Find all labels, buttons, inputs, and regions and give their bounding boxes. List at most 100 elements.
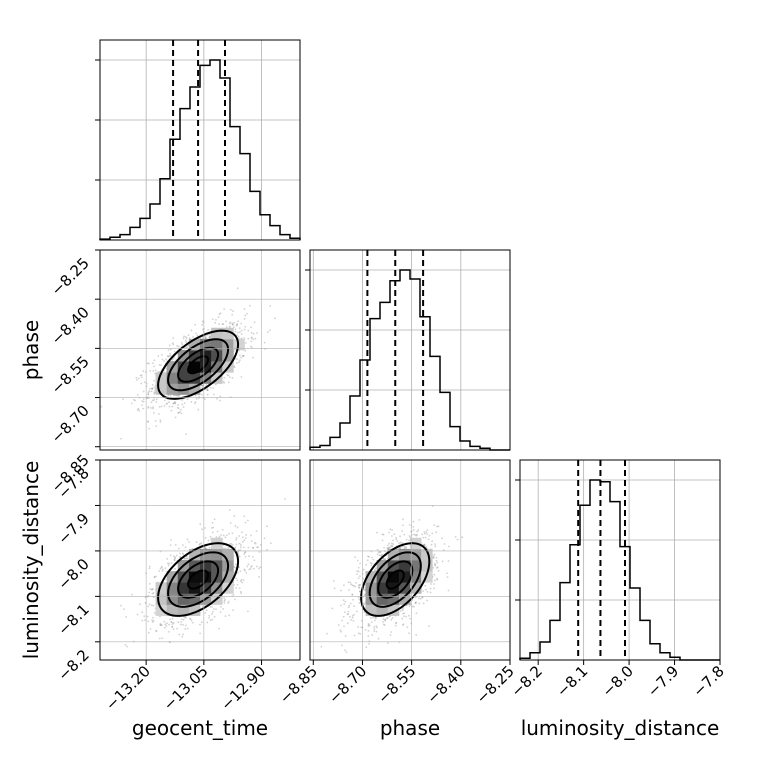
scatter-point-phase-vs-luminosity_distance bbox=[351, 593, 354, 596]
scatter-point-phase-vs-luminosity_distance bbox=[388, 546, 391, 549]
scatter-point-phase-vs-luminosity_distance bbox=[375, 630, 378, 633]
scatter-point-phase-vs-luminosity_distance bbox=[344, 600, 347, 603]
scatter-point-geocent_time-vs-luminosity_distance bbox=[159, 567, 162, 570]
scatter-point-phase-vs-luminosity_distance bbox=[357, 577, 360, 580]
scatter-point-phase-vs-luminosity_distance bbox=[390, 542, 393, 545]
scatter-point-phase-vs-luminosity_distance bbox=[357, 570, 360, 573]
scatter-point-phase-vs-luminosity_distance bbox=[320, 645, 323, 648]
xtick-label-phase-0: −8.85 bbox=[276, 662, 321, 707]
scatter-point-geocent_time-vs-luminosity_distance bbox=[166, 562, 169, 565]
scatter-point-geocent_time-vs-phase bbox=[139, 374, 142, 377]
scatter-point-phase-vs-luminosity_distance bbox=[359, 590, 361, 593]
scatter-point-geocent_time-vs-luminosity_distance bbox=[228, 533, 230, 535]
scatter-point-phase-vs-luminosity_distance bbox=[402, 612, 404, 615]
scatter-point-geocent_time-vs-phase bbox=[147, 393, 150, 396]
scatter-point-geocent_time-vs-phase bbox=[166, 354, 169, 357]
scatter-point-phase-vs-luminosity_distance bbox=[447, 560, 450, 562]
scatter-point-phase-vs-luminosity_distance bbox=[408, 605, 411, 607]
scatter-point-geocent_time-vs-luminosity_distance bbox=[209, 535, 212, 538]
scatter-point-phase-vs-luminosity_distance bbox=[370, 621, 373, 624]
scatter-point-phase-vs-luminosity_distance bbox=[339, 629, 342, 632]
scatter-point-geocent_time-vs-luminosity_distance bbox=[225, 534, 228, 537]
scatter-point-geocent_time-vs-phase bbox=[180, 412, 183, 415]
scatter-point-geocent_time-vs-luminosity_distance bbox=[153, 576, 156, 579]
scatter-point-geocent_time-vs-luminosity_distance bbox=[184, 557, 187, 560]
scatter-point-phase-vs-luminosity_distance bbox=[437, 525, 440, 528]
scatter-point-geocent_time-vs-phase bbox=[163, 360, 165, 362]
scatter-point-geocent_time-vs-phase bbox=[165, 403, 168, 405]
scatter-point-geocent_time-vs-luminosity_distance bbox=[209, 606, 212, 608]
scatter-point-geocent_time-vs-phase bbox=[256, 332, 258, 334]
scatter-point-geocent_time-vs-phase bbox=[169, 354, 172, 357]
scatter-point-geocent_time-vs-luminosity_distance bbox=[250, 564, 253, 567]
scatter-point-phase-vs-luminosity_distance bbox=[367, 629, 370, 632]
scatter-point-phase-vs-luminosity_distance bbox=[348, 604, 351, 607]
scatter-point-geocent_time-vs-luminosity_distance bbox=[243, 515, 246, 518]
scatter-point-phase-vs-luminosity_distance bbox=[403, 545, 406, 548]
scatter-point-geocent_time-vs-luminosity_distance bbox=[191, 621, 194, 624]
scatter-point-geocent_time-vs-phase bbox=[120, 437, 122, 440]
scatter-point-geocent_time-vs-phase bbox=[229, 321, 232, 324]
scatter-point-phase-vs-luminosity_distance bbox=[382, 557, 385, 560]
scatter-point-geocent_time-vs-luminosity_distance bbox=[204, 537, 207, 539]
scatter-point-geocent_time-vs-luminosity_distance bbox=[259, 566, 262, 569]
scatter-point-geocent_time-vs-luminosity_distance bbox=[254, 542, 257, 545]
scatter-point-phase-vs-luminosity_distance bbox=[358, 575, 361, 578]
panel-frame-geocent_time-vs-phase bbox=[99, 249, 301, 451]
scatter-point-phase-vs-luminosity_distance bbox=[342, 615, 345, 618]
scatter-point-phase-vs-luminosity_distance bbox=[437, 569, 440, 572]
scatter-point-phase-vs-luminosity_distance bbox=[436, 566, 439, 569]
scatter-point-geocent_time-vs-luminosity_distance bbox=[161, 568, 164, 571]
scatter-point-geocent_time-vs-luminosity_distance bbox=[208, 617, 211, 619]
scatter-point-geocent_time-vs-phase bbox=[250, 331, 253, 334]
scatter-point-geocent_time-vs-phase bbox=[148, 362, 150, 365]
scatter-point-geocent_time-vs-phase bbox=[201, 384, 204, 387]
scatter-point-geocent_time-vs-phase bbox=[243, 328, 246, 331]
scatter-point-geocent_time-vs-phase bbox=[209, 336, 211, 339]
scatter-point-geocent_time-vs-luminosity_distance bbox=[160, 566, 163, 569]
scatter-point-geocent_time-vs-luminosity_distance bbox=[253, 541, 256, 544]
scatter-point-geocent_time-vs-luminosity_distance bbox=[255, 530, 258, 533]
scatter-point-geocent_time-vs-phase bbox=[219, 399, 221, 402]
density-cell-phase-vs-luminosity_distance bbox=[398, 593, 411, 605]
scatter-point-geocent_time-vs-phase bbox=[161, 353, 163, 356]
scatter-point-phase-vs-luminosity_distance bbox=[394, 624, 397, 627]
scatter-point-phase-vs-luminosity_distance bbox=[349, 602, 352, 605]
scatter-point-geocent_time-vs-luminosity_distance bbox=[224, 536, 227, 539]
density-cell-geocent_time-vs-luminosity_distance bbox=[155, 593, 168, 605]
scatter-point-phase-vs-luminosity_distance bbox=[384, 558, 386, 561]
scatter-point-geocent_time-vs-phase bbox=[147, 391, 150, 394]
scatter-point-phase-vs-luminosity_distance bbox=[401, 530, 404, 533]
scatter-point-phase-vs-luminosity_distance bbox=[391, 545, 394, 547]
scatter-point-geocent_time-vs-phase bbox=[142, 407, 145, 410]
scatter-point-geocent_time-vs-luminosity_distance bbox=[147, 631, 150, 634]
scatter-point-geocent_time-vs-phase bbox=[141, 376, 143, 379]
scatter-point-geocent_time-vs-phase bbox=[174, 416, 177, 419]
scatter-point-phase-vs-luminosity_distance bbox=[408, 632, 410, 635]
scatter-point-geocent_time-vs-phase bbox=[151, 387, 154, 390]
scatter-point-phase-vs-luminosity_distance bbox=[358, 584, 361, 586]
scatter-point-geocent_time-vs-luminosity_distance bbox=[180, 618, 183, 621]
scatter-point-geocent_time-vs-phase bbox=[153, 359, 156, 362]
scatter-point-geocent_time-vs-luminosity_distance bbox=[199, 623, 201, 626]
scatter-point-geocent_time-vs-luminosity_distance bbox=[266, 548, 268, 551]
scatter-point-geocent_time-vs-luminosity_distance bbox=[159, 622, 162, 625]
density-cell-phase-vs-luminosity_distance bbox=[398, 548, 411, 561]
scatter-point-geocent_time-vs-luminosity_distance bbox=[235, 538, 238, 541]
scatter-point-phase-vs-luminosity_distance bbox=[447, 545, 450, 548]
scatter-point-geocent_time-vs-luminosity_distance bbox=[169, 544, 172, 547]
scatter-point-geocent_time-vs-luminosity_distance bbox=[164, 567, 167, 570]
scatter-point-geocent_time-vs-phase bbox=[247, 337, 250, 340]
scatter-point-phase-vs-luminosity_distance bbox=[422, 536, 425, 539]
scatter-point-geocent_time-vs-luminosity_distance bbox=[164, 626, 166, 629]
scatter-point-geocent_time-vs-phase bbox=[175, 394, 178, 397]
scatter-point-geocent_time-vs-phase bbox=[233, 326, 235, 329]
scatter-point-geocent_time-vs-luminosity_distance bbox=[235, 537, 238, 539]
scatter-point-geocent_time-vs-phase bbox=[267, 331, 269, 333]
scatter-point-phase-vs-luminosity_distance bbox=[423, 543, 426, 546]
xtick-label-luminosity_distance-1: −8.1 bbox=[553, 662, 591, 700]
density-cell-geocent_time-vs-luminosity_distance bbox=[200, 560, 212, 572]
scatter-point-phase-vs-luminosity_distance bbox=[426, 599, 428, 602]
scatter-point-geocent_time-vs-luminosity_distance bbox=[238, 587, 241, 590]
scatter-point-geocent_time-vs-luminosity_distance bbox=[190, 619, 193, 622]
